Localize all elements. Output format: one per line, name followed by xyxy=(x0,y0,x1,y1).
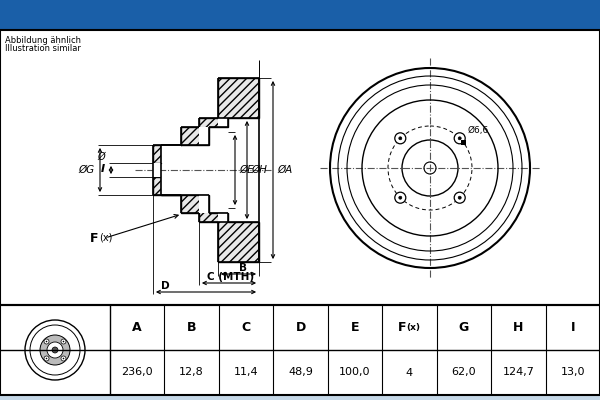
Text: 236,0: 236,0 xyxy=(121,368,153,378)
Text: Ø: Ø xyxy=(97,152,105,162)
Bar xyxy=(153,163,161,177)
Circle shape xyxy=(458,196,461,199)
Circle shape xyxy=(399,137,402,140)
Circle shape xyxy=(458,137,461,140)
Circle shape xyxy=(61,356,66,361)
Polygon shape xyxy=(153,78,259,163)
Bar xyxy=(0,30,600,305)
Text: ØH: ØH xyxy=(251,165,267,175)
Polygon shape xyxy=(161,118,228,163)
Polygon shape xyxy=(161,177,228,222)
Text: I: I xyxy=(571,321,575,334)
Text: 12,8: 12,8 xyxy=(179,368,204,378)
Circle shape xyxy=(328,66,532,270)
Circle shape xyxy=(62,341,64,342)
Circle shape xyxy=(454,133,465,144)
Text: Abbildung ähnlich: Abbildung ähnlich xyxy=(5,36,81,45)
Text: F: F xyxy=(398,321,406,334)
Text: ØA: ØA xyxy=(277,165,292,175)
Text: Ø6,6: Ø6,6 xyxy=(467,126,489,135)
Polygon shape xyxy=(153,177,259,262)
Circle shape xyxy=(454,192,465,203)
Circle shape xyxy=(52,347,58,353)
Circle shape xyxy=(61,339,66,344)
Circle shape xyxy=(25,320,85,380)
Circle shape xyxy=(47,342,63,358)
Text: C: C xyxy=(242,321,251,334)
Circle shape xyxy=(30,325,80,375)
Circle shape xyxy=(46,358,47,359)
Text: 413193: 413193 xyxy=(374,6,455,24)
Circle shape xyxy=(46,341,47,342)
Circle shape xyxy=(399,196,402,199)
Circle shape xyxy=(44,356,49,361)
Text: 13,0: 13,0 xyxy=(560,368,585,378)
Bar xyxy=(0,305,600,395)
Text: D: D xyxy=(295,321,305,334)
Text: 100,0: 100,0 xyxy=(339,368,371,378)
Circle shape xyxy=(62,358,64,359)
Text: H: H xyxy=(513,321,524,334)
Bar xyxy=(461,140,466,145)
Text: G: G xyxy=(459,321,469,334)
Text: F: F xyxy=(90,232,98,244)
Circle shape xyxy=(395,133,406,144)
Text: A: A xyxy=(133,321,142,334)
Bar xyxy=(153,163,161,177)
Text: D: D xyxy=(161,281,170,291)
Text: 24.0113-0193.1: 24.0113-0193.1 xyxy=(124,6,296,24)
Text: ØE: ØE xyxy=(239,165,254,175)
Circle shape xyxy=(395,192,406,203)
Text: 62,0: 62,0 xyxy=(452,368,476,378)
Text: (x): (x) xyxy=(406,323,421,332)
Text: B: B xyxy=(239,263,248,273)
Text: Illustration similar: Illustration similar xyxy=(5,44,81,53)
Circle shape xyxy=(44,339,49,344)
Bar xyxy=(0,0,600,30)
Text: 4: 4 xyxy=(406,368,413,378)
Text: 48,9: 48,9 xyxy=(288,368,313,378)
Text: E: E xyxy=(351,321,359,334)
Text: (x): (x) xyxy=(99,233,112,243)
Text: C (MTH): C (MTH) xyxy=(207,272,254,282)
Text: I: I xyxy=(101,164,105,174)
Text: 124,7: 124,7 xyxy=(502,368,534,378)
Text: ØG: ØG xyxy=(78,165,94,175)
Circle shape xyxy=(40,335,70,365)
Bar xyxy=(0,30,600,305)
Text: B: B xyxy=(187,321,196,334)
Text: 11,4: 11,4 xyxy=(234,368,259,378)
